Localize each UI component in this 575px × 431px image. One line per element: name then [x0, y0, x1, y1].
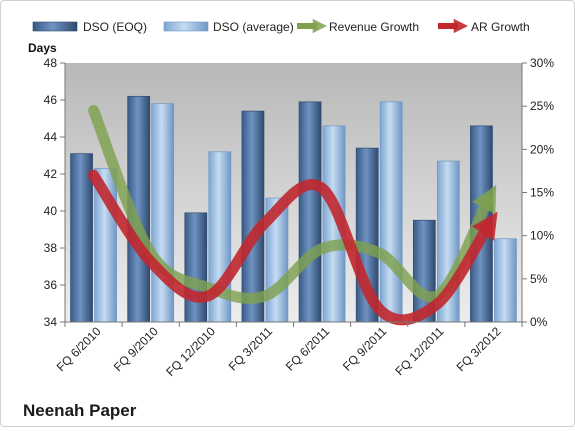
- y2-tick-label: 15%: [530, 186, 554, 200]
- legend-item-ar-growth: AR Growth: [438, 18, 530, 34]
- y2-tick-label: 10%: [530, 229, 554, 243]
- lines-layer: [88, 104, 498, 326]
- legend-label-dso-average: DSO (average): [213, 20, 294, 34]
- point-ar-growth-fq-3-2011: [263, 221, 266, 224]
- bar-dso-average-fq-9-2010: [151, 103, 175, 323]
- y2-tick-label: 25%: [530, 99, 554, 113]
- point-revenue-growth-fq-9-2011: [378, 251, 381, 254]
- point-revenue-growth-fq-3-2012: [492, 200, 495, 203]
- y-tick-label: 36: [44, 278, 58, 292]
- y-tick-label: 44: [44, 130, 58, 144]
- chart-legend: DSO (EOQ) DSO (average) Revenue Growth A…: [32, 18, 530, 34]
- point-ar-growth-fq-6-2010: [92, 174, 95, 177]
- company-name: Neenah Paper: [23, 401, 137, 420]
- x-tick-label: FQ 12/2010: [163, 324, 218, 379]
- legend-label-revenue-growth: Revenue Growth: [329, 20, 419, 34]
- legend-label-ar-growth: AR Growth: [471, 20, 530, 34]
- x-tick-label: FQ 9/2011: [340, 324, 390, 374]
- bar-dso-eoq-fq-6-2011: [298, 101, 322, 323]
- y2-tick-label: 5%: [530, 272, 548, 286]
- y-tick-label: 46: [44, 93, 58, 107]
- point-ar-growth-fq-9-2010: [149, 260, 152, 263]
- legend-item-revenue-growth: Revenue Growth: [297, 18, 419, 34]
- legend-swatch-dso-eoq: [32, 21, 78, 32]
- point-ar-growth-fq-9-2011: [378, 308, 381, 311]
- bar-dso-average-fq-9-2011: [379, 101, 403, 323]
- y-tick-label: 48: [44, 56, 58, 70]
- y2-tick-label: 20%: [530, 142, 554, 156]
- point-ar-growth-fq-12-2010: [206, 295, 209, 298]
- x-tick-label: FQ 9/2010: [111, 324, 161, 374]
- legend-label-dso-eoq: DSO (EOQ): [83, 20, 147, 34]
- point-revenue-growth-fq-12-2010: [206, 286, 209, 289]
- y2-tick-label: 30%: [530, 56, 554, 70]
- x-tick-label: FQ 6/2010: [54, 324, 104, 374]
- line-ar-growth: [88, 169, 498, 326]
- y-axis-label: Days: [28, 41, 57, 55]
- point-ar-growth-fq-3-2012: [492, 226, 495, 229]
- bar-dso-average-fq-3-2012: [494, 238, 517, 323]
- x-tick-label: FQ 3/2011: [226, 324, 276, 374]
- point-revenue-growth-fq-3-2011: [263, 295, 266, 298]
- x-tick-label: FQ 3/2012: [454, 324, 504, 374]
- y-tick-label: 42: [44, 167, 58, 181]
- x-tick-label: FQ 12/2011: [392, 324, 446, 378]
- bar-dso-eoq-fq-12-2010: [184, 212, 208, 323]
- y-tick-label: 40: [44, 204, 58, 218]
- point-revenue-growth-fq-6-2010: [92, 109, 95, 112]
- bar-dso-eoq-fq-3-2011: [241, 110, 265, 323]
- y-tick-label: 34: [44, 315, 58, 329]
- legend-item-dso-average: DSO (average): [163, 20, 294, 34]
- legend-item-dso-eoq: DSO (EOQ): [32, 20, 147, 34]
- legend-swatch-dso-average: [163, 21, 209, 32]
- bar-dso-eoq-fq-6-2010: [70, 153, 93, 323]
- x-tick-label: FQ 6/2011: [283, 324, 333, 374]
- y2-tick-label: 0%: [530, 315, 548, 329]
- y-tick-label: 38: [44, 241, 58, 255]
- point-ar-growth-fq-6-2011: [321, 187, 324, 190]
- point-revenue-growth-fq-6-2011: [321, 247, 324, 250]
- line-revenue-growth: [88, 104, 497, 304]
- point-ar-growth-fq-12-2011: [435, 303, 438, 306]
